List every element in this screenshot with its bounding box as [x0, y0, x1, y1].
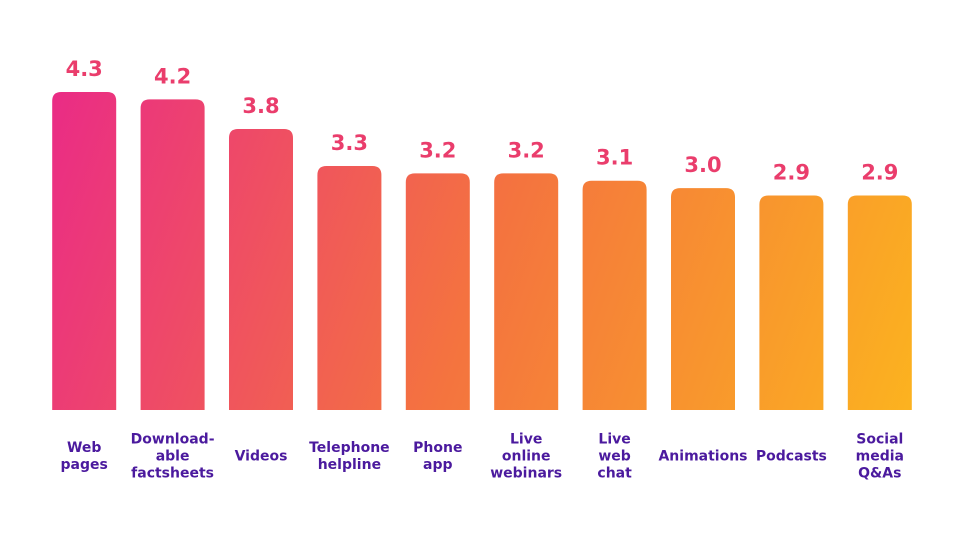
- x-tick-label: Download- able factsheets: [130, 431, 215, 482]
- value-label: 3.0: [684, 153, 721, 177]
- bar: [759, 195, 824, 410]
- bar: [229, 128, 293, 410]
- x-tick-label: Telephone helpline: [309, 440, 390, 473]
- bar: [317, 165, 382, 410]
- x-tick-label: Videos: [234, 448, 288, 465]
- x-tick-label: Podcasts: [755, 448, 827, 465]
- x-tick-label: Web pages: [60, 440, 108, 473]
- bar: [140, 99, 205, 410]
- x-tick-label: Social media Q&As: [855, 431, 904, 482]
- bar: [405, 173, 470, 410]
- value-label: 3.2: [508, 138, 545, 162]
- x-tick-label: Live online webinars: [490, 431, 563, 482]
- value-label: 3.2: [419, 138, 456, 162]
- value-label: 4.2: [154, 64, 191, 88]
- bar: [494, 173, 559, 410]
- bar: [671, 188, 735, 410]
- x-tick-label: Animations: [658, 448, 748, 465]
- value-label: 2.9: [773, 161, 810, 185]
- value-label: 4.3: [66, 57, 103, 81]
- x-tick-label: Live web chat: [597, 431, 632, 482]
- value-label: 3.3: [331, 131, 368, 155]
- bar: [52, 92, 117, 410]
- bar: [582, 180, 647, 410]
- bar: [847, 195, 912, 410]
- x-tick-label: Phone app: [413, 440, 463, 473]
- value-label: 2.9: [861, 161, 898, 185]
- value-label: 3.1: [596, 146, 633, 170]
- value-label: 3.8: [242, 94, 279, 118]
